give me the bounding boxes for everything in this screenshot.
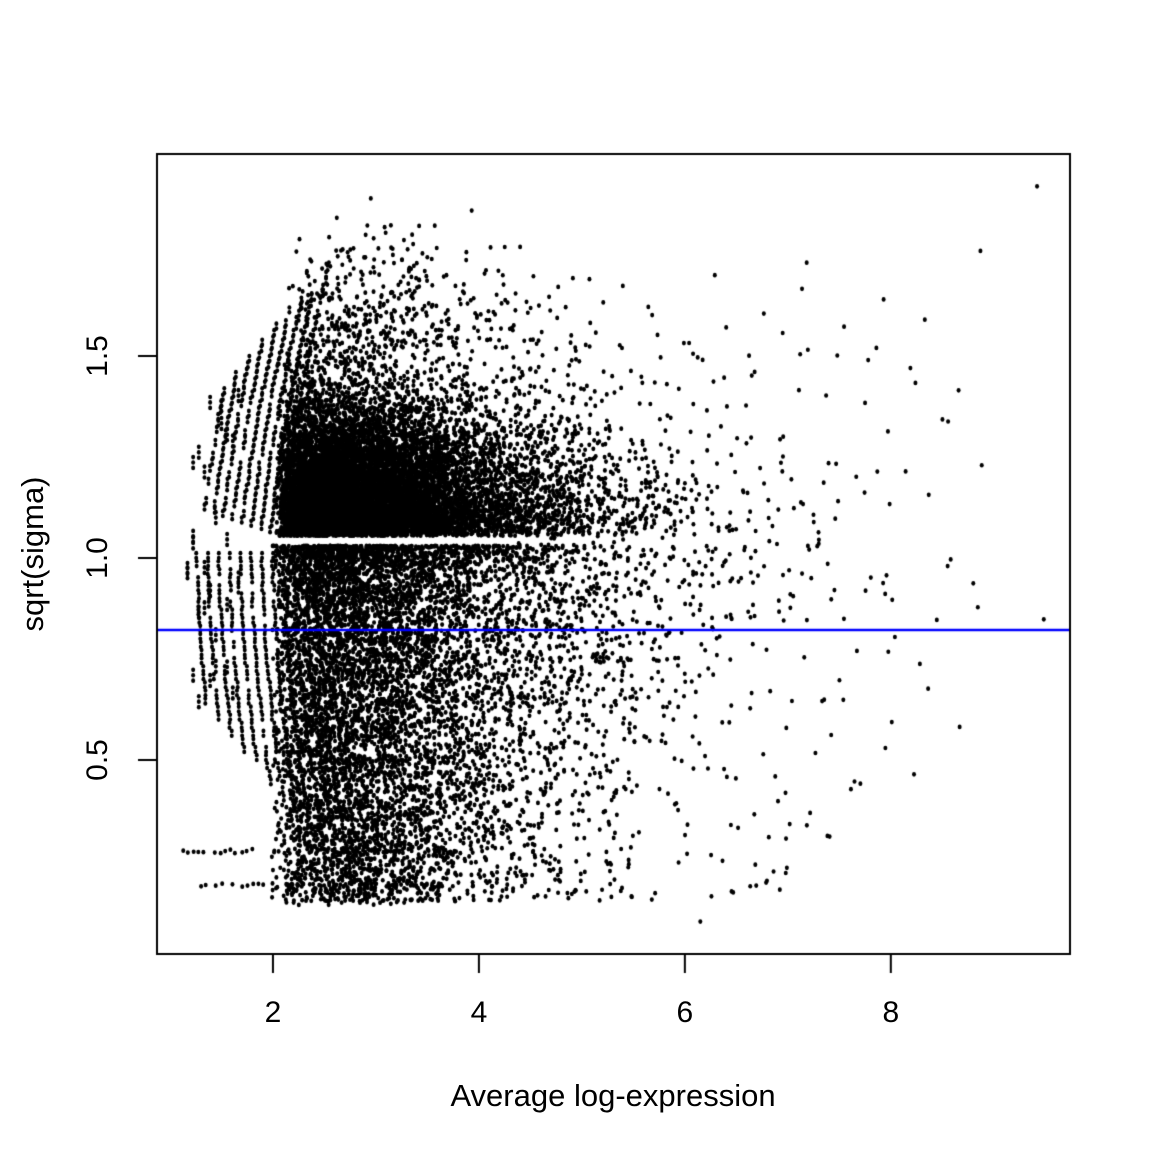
y-tick-label: 1.0 [81, 537, 114, 579]
x-tick-label: 2 [264, 996, 282, 1029]
x-axis-title: Average log-expression [450, 1078, 776, 1113]
y-tick-label: 0.5 [81, 739, 114, 781]
x-tick-label: 8 [882, 996, 900, 1029]
x-tick-label: 6 [676, 996, 694, 1029]
y-tick-label: 1.5 [81, 335, 114, 377]
y-axis-title: sqrt(sigma) [15, 476, 50, 632]
x-tick-label: 4 [470, 996, 488, 1029]
